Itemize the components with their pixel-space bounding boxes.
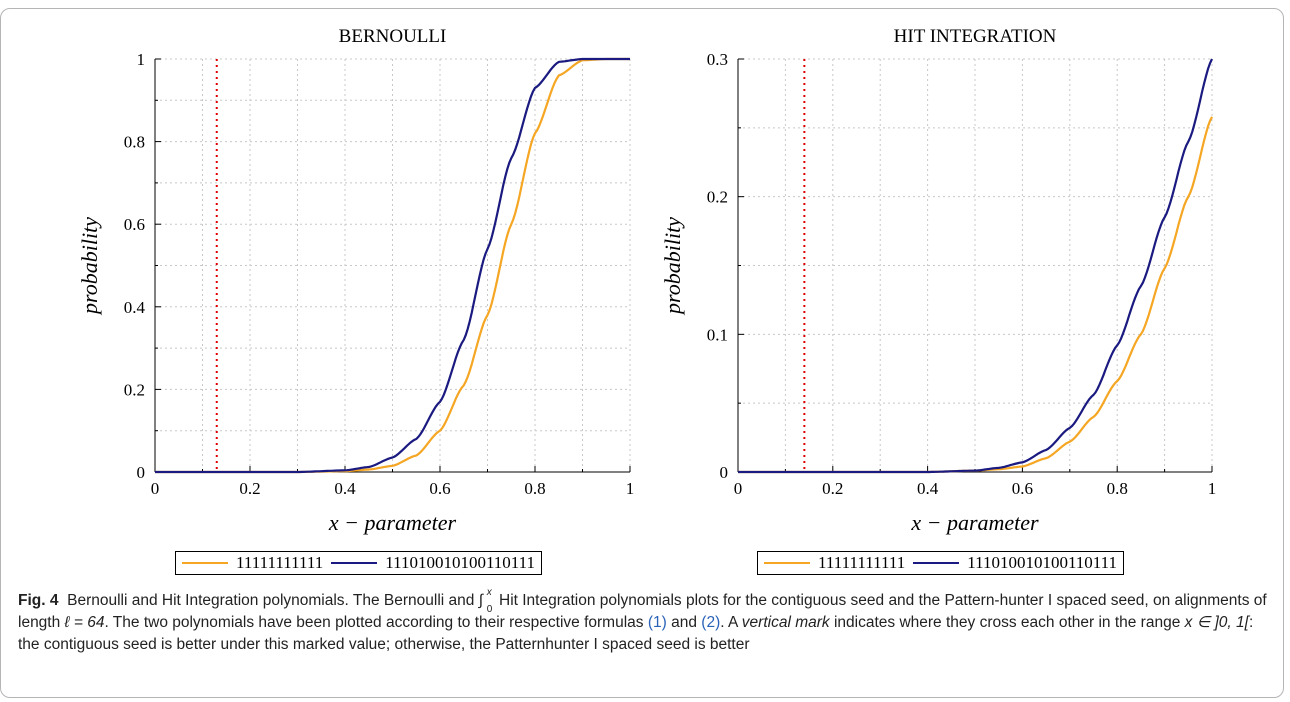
chart-panel-1: 0 0.2 0.4 0.6 0.8 1 0 0.2 0.4 0.6 0.8 1 BERNOULLI x −… — [77, 26, 634, 535]
legend-swatch-series-1 — [764, 562, 810, 564]
legend-label-series-2: 111010010100110111 — [967, 553, 1118, 572]
series-line-2 — [155, 57, 630, 474]
y-tick-label: 0.2 — [707, 188, 728, 207]
caption-text-6: : the contiguous seed is better under th… — [18, 614, 1254, 653]
caption-text-4: . A — [720, 614, 742, 631]
y-tick-label: 0.6 — [124, 215, 145, 234]
y-tick-label: 0.1 — [707, 325, 728, 344]
integral-lower: 0 — [486, 604, 493, 615]
integral-symbol: ∫ x 0 — [479, 587, 495, 615]
y-axis-label: probability — [77, 217, 102, 316]
formula-ref-2[interactable]: (2) — [701, 614, 721, 631]
x-tick-label: 0 — [734, 479, 743, 498]
chart-title: BERNOULLI — [339, 26, 447, 47]
chart-title: HIT INTEGRATION — [894, 26, 1057, 47]
series-line-2 — [738, 58, 1213, 474]
figure-charts: 0 0.2 0.4 0.6 0.8 1 0 0.2 0.4 0.6 0.8 1 BERNOULLI x −… — [77, 26, 1216, 535]
y-tick-label: 1 — [137, 50, 146, 69]
legend-item-series-2: 111010010100110111 — [331, 553, 535, 573]
x-tick-label: 1 — [626, 479, 635, 498]
formula-ref-1[interactable]: (1) — [647, 614, 667, 631]
figure-label: Fig. 4 — [18, 592, 59, 609]
ell-expression: ℓ = 64 — [64, 614, 105, 631]
x-tick-label: 0.6 — [429, 479, 450, 498]
legend-swatch-series-1 — [182, 562, 228, 564]
x-tick-label: 1 — [1208, 479, 1217, 498]
figure-caption: Fig. 4 Bernoulli and Hit Integration pol… — [18, 587, 1274, 656]
caption-text-5: indicates where they cross each other in… — [829, 614, 1185, 631]
y-tick-label: 0.8 — [124, 133, 145, 152]
y-tick-label: 0.4 — [124, 298, 146, 317]
caption-and: and — [666, 614, 702, 631]
y-tick-label: 0.3 — [707, 50, 728, 69]
x-tick-label: 0 — [151, 479, 160, 498]
x-tick-label: 0.2 — [239, 479, 260, 498]
legend-label-series-1: 11111111111 — [818, 553, 906, 572]
caption-text-3: . The two polynomials have been plotted … — [104, 614, 648, 631]
legend-hit-integration: 11111111111 111010010100110111 — [757, 551, 1125, 575]
y-tick-label: 0 — [137, 463, 146, 482]
chart-panel-2: 0 0.2 0.4 0.6 0.8 1 0 0.1 0.2 0.3 HIT INTEGRATION x… — [660, 26, 1216, 535]
figure-frame — [0, 8, 1284, 698]
caption-emphasis: vertical mark — [741, 614, 830, 631]
x-axis-label: x − parameter — [910, 510, 1039, 535]
y-tick-label: 0 — [720, 463, 729, 482]
legend-item-series-1: 11111111111 — [764, 553, 905, 573]
x-axis-label: x − parameter — [328, 510, 457, 535]
x-tick-label: 0.8 — [1107, 479, 1128, 498]
legend-item-series-2: 111010010100110111 — [913, 553, 1117, 573]
x-tick-label: 0.8 — [524, 479, 545, 498]
legend-label-series-1: 11111111111 — [236, 553, 324, 572]
range-expression: x ∈ ]0, 1[ — [1184, 614, 1249, 631]
x-tick-label: 0.2 — [822, 479, 843, 498]
integral-upper: x — [486, 587, 492, 598]
legend-swatch-series-2 — [331, 562, 378, 564]
legend-bernoulli: 11111111111 111010010100110111 — [175, 551, 543, 575]
y-tick-label: 0.2 — [124, 380, 145, 399]
x-tick-label: 0.6 — [1012, 479, 1033, 498]
x-tick-label: 0.4 — [334, 479, 356, 498]
y-axis-label: probability — [660, 217, 685, 316]
x-tick-label: 0.4 — [917, 479, 939, 498]
legend-swatch-series-2 — [913, 562, 960, 564]
legend-label-series-2: 111010010100110111 — [385, 553, 536, 572]
caption-text-2: Hit Integration polynomials plots for th… — [18, 592, 1267, 631]
legend-item-series-1: 11111111111 — [182, 553, 323, 573]
caption-text-1: Bernoulli and Hit Integration polynomial… — [67, 592, 479, 609]
